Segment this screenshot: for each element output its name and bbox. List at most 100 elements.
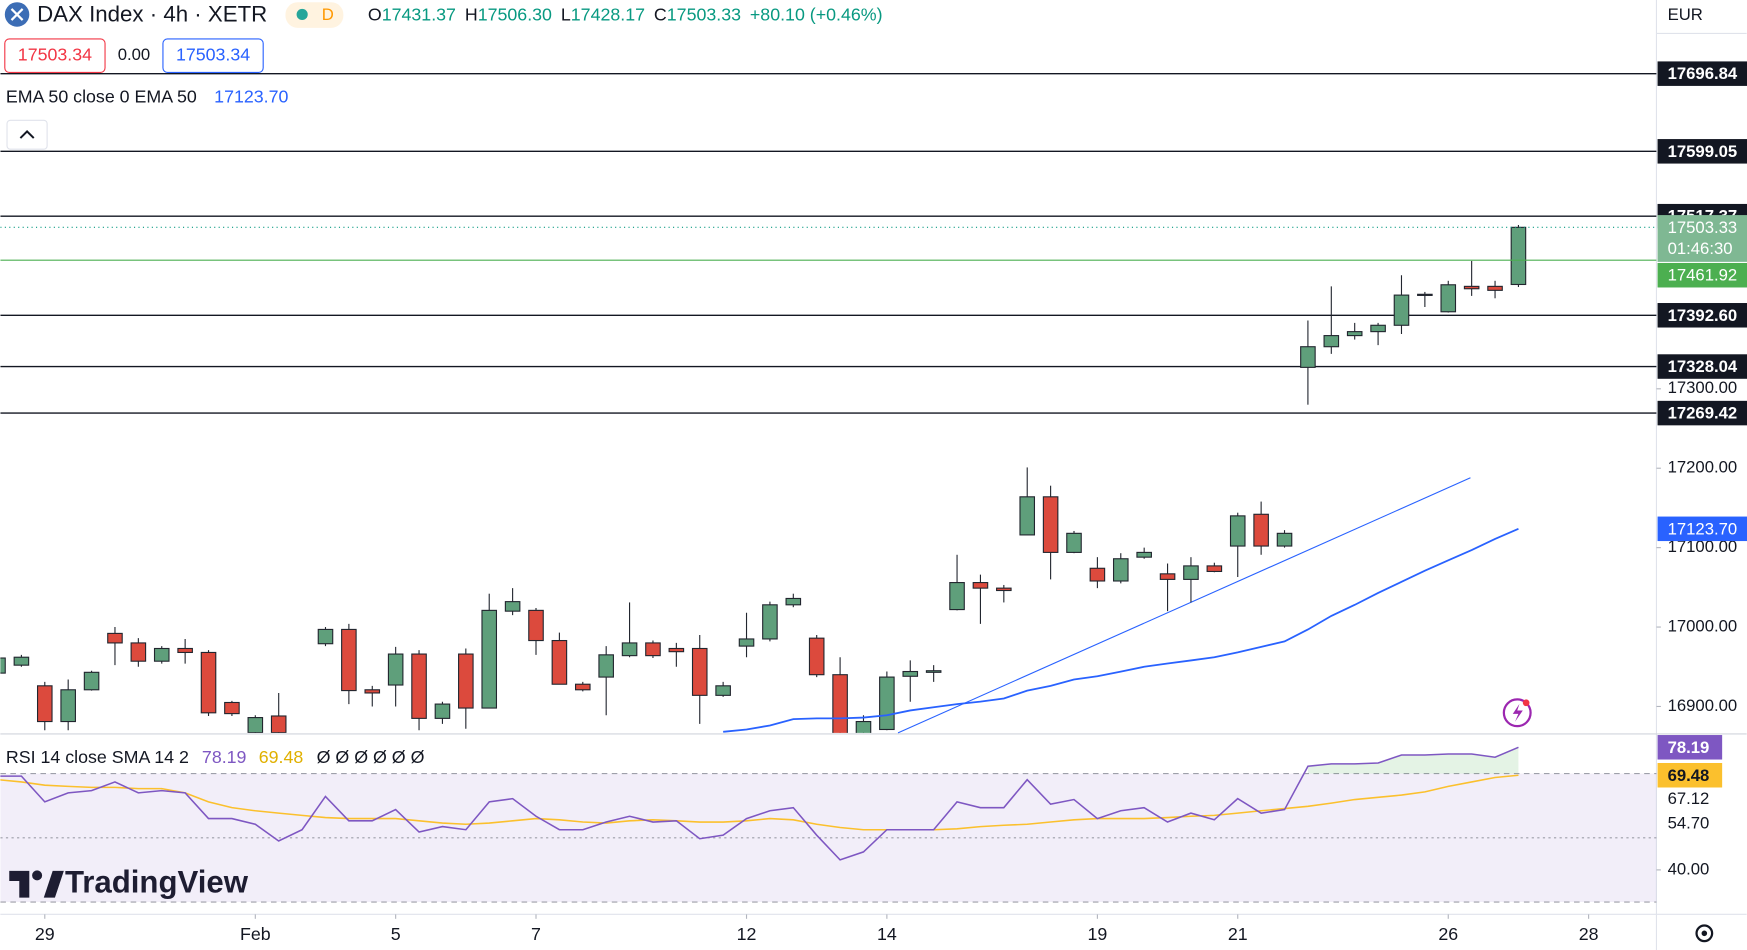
rsi-band-fill: [0, 773, 1657, 903]
level-label: 17599.05: [1668, 142, 1738, 161]
symbol-title[interactable]: DAX Index · 4h · XETR: [37, 1, 267, 26]
candle-body: [481, 609, 498, 709]
candle-body: [153, 647, 170, 662]
x-tick-label: 19: [1087, 924, 1107, 944]
buy-price[interactable]: 17503.34: [176, 44, 250, 64]
candle-body: [1487, 285, 1503, 291]
alert-label: 17461.92: [1668, 266, 1738, 285]
status-pill: [285, 2, 344, 28]
candle-body: [1253, 513, 1269, 547]
rsi-label-box: [1657, 763, 1723, 788]
ohlc-key: L: [561, 4, 571, 24]
ohlc-value: 17503.33: [667, 4, 741, 24]
currency[interactable]: EUR: [1668, 5, 1703, 24]
rsi-sma-legend-value: 69.48: [259, 747, 304, 767]
x-tick-label: Feb: [240, 924, 271, 944]
candle-body: [364, 689, 381, 694]
ema-legend-value: 17123.70: [214, 87, 288, 107]
y-tick-label: 17100.00: [1668, 537, 1738, 556]
x-tick-label: 5: [391, 924, 401, 944]
candle-body: [621, 642, 638, 657]
candle-body: [1066, 532, 1082, 553]
candle-body: [879, 676, 895, 731]
candle-body: [808, 637, 825, 676]
candle-body: [1019, 496, 1036, 536]
brand-logo-slash: [43, 870, 64, 898]
candle-body: [1346, 331, 1363, 337]
ema-axis-label: 17123.70: [1668, 519, 1738, 538]
rsi-legend: RSI 14 close SMA 14 2: [6, 747, 189, 767]
x-tick-label: 14: [877, 924, 897, 944]
rsi-overbought-fill: [1307, 747, 1519, 774]
symbol-logo-mark: [10, 8, 24, 21]
candle-body: [668, 647, 685, 653]
candle-body: [832, 674, 848, 733]
trend-line-drawing[interactable]: [897, 477, 1471, 734]
collapse-button[interactable]: [6, 119, 48, 150]
candle-body: [1417, 293, 1433, 296]
level-label-box: [1657, 139, 1747, 164]
candle-body: [13, 656, 30, 666]
candle-body: [130, 642, 147, 662]
candle-body: [434, 703, 451, 719]
spread: 0.00: [118, 45, 150, 64]
settings-icon[interactable]: [1695, 924, 1714, 943]
price-pane: [0, 72, 1657, 733]
candle-body: [1393, 294, 1410, 326]
candle-body: [411, 653, 427, 719]
alert-icon-bolt: [1512, 703, 1523, 722]
rsi-axis-label: 54.70: [1668, 814, 1710, 833]
alert-icon-dot: [1522, 699, 1530, 707]
rsi-axis-value: 78.19: [1668, 738, 1710, 757]
collapse-icon: [19, 130, 35, 139]
brand-logo-dot: [32, 870, 43, 881]
settings-icon-center: [1701, 930, 1708, 937]
candle-body: [387, 653, 404, 686]
rsi-axis-value: 69.48: [1668, 766, 1710, 785]
level-label: 17392.60: [1668, 306, 1738, 325]
candle-body: [317, 628, 334, 645]
level-label: 17696.84: [1668, 64, 1738, 83]
ohlc-legend: O17431.37 H17506.30 L17428.17 C17503.33 +80.…: [368, 4, 883, 24]
candle-body: [83, 671, 100, 691]
candle-body: [36, 685, 53, 723]
delay-badge: D: [322, 5, 334, 24]
candle-body: [1206, 565, 1223, 573]
x-tick-label: 7: [531, 924, 541, 944]
candle-body: [1112, 558, 1129, 582]
ohlc-change: +80.10 (+0.46%): [750, 4, 883, 24]
last-price-label: 17503.33: [1668, 218, 1738, 237]
y-tick-label: 17000.00: [1668, 616, 1738, 635]
sell-price[interactable]: 17503.34: [18, 44, 92, 64]
level-label: 17269.42: [1668, 404, 1738, 423]
y-tick-label: 17300.00: [1668, 378, 1738, 397]
candle-body: [691, 647, 708, 696]
level-label-box: [1657, 354, 1747, 379]
candle-body: [1159, 573, 1176, 580]
rsi-y-tick-label: 40.00: [1668, 859, 1710, 878]
candle-body: [341, 628, 357, 692]
rsi-axis-label: 67.12: [1668, 789, 1710, 808]
rsi-hidden-values: Ø Ø Ø Ø Ø Ø: [317, 747, 425, 767]
level-label: 17328.04: [1668, 357, 1738, 376]
candle-body: [247, 717, 264, 733]
candle-body: [270, 715, 287, 733]
candle-body: [855, 720, 872, 733]
x-tick-label: 29: [35, 924, 55, 944]
sell-button[interactable]: [4, 38, 106, 73]
candle-body: [1089, 567, 1106, 582]
x-tick-label: 26: [1438, 924, 1458, 944]
candle-body: [762, 604, 778, 640]
rsi-label-box: [1657, 735, 1723, 760]
price-axis: 17300.00 17200.00 17100.00 17000.00 16900.00…: [1656, 61, 1747, 878]
candle-body: [551, 639, 568, 685]
candle-body: [785, 597, 802, 606]
ema-legend: EMA 50 close 0 EMA 50: [6, 87, 197, 107]
buy-button[interactable]: [162, 38, 264, 73]
candle-body: [996, 587, 1012, 592]
candle-body: [224, 701, 240, 715]
ohlc-key: C: [654, 4, 667, 24]
last-price-box: [1657, 215, 1747, 262]
